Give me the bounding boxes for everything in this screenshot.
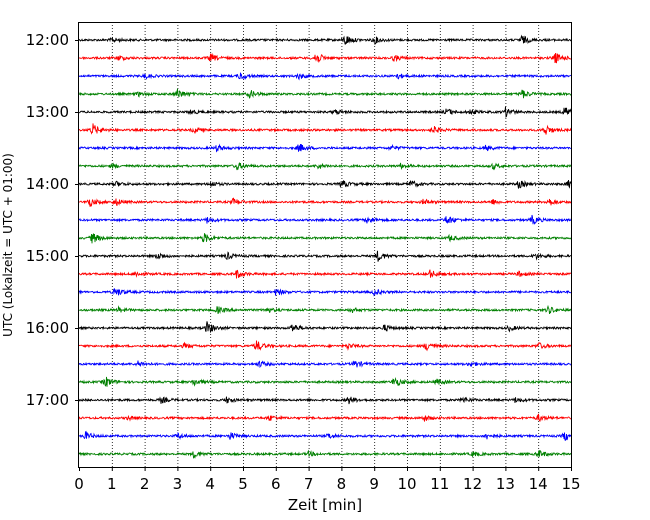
trace-1315	[78, 123, 572, 135]
y-tick-label: 17:00	[26, 391, 69, 409]
x-tick-label: 3	[173, 475, 183, 493]
x-tick-label: 10	[397, 475, 416, 493]
plot-frame	[78, 22, 572, 468]
trace-1715	[78, 413, 572, 422]
trace-1230	[78, 72, 572, 81]
y-axis: 12:00 13:00 14:00 15:00 16:00 17:00	[26, 31, 79, 409]
x-axis-label: Zeit [min]	[288, 496, 362, 514]
trace-1515	[78, 269, 572, 279]
y-tick-label: 13:00	[26, 103, 69, 121]
trace-1745	[78, 449, 572, 459]
x-tick-label: 11	[430, 475, 449, 493]
trace-1645	[78, 376, 572, 387]
x-tick-label: 0	[74, 475, 84, 493]
x-tick-label: 13	[496, 475, 515, 493]
trace-1545	[78, 304, 572, 315]
x-tick-label: 1	[107, 475, 117, 493]
x-tick-label: 12	[463, 475, 482, 493]
x-tick-label: 14	[529, 475, 548, 493]
trace-1245	[78, 88, 572, 99]
trace-1500	[78, 250, 572, 262]
y-tick-label: 15:00	[26, 247, 69, 265]
trace-1400	[78, 179, 572, 189]
x-tick-label: 9	[369, 475, 379, 493]
x-tick-label: 5	[238, 475, 248, 493]
trace-1215	[78, 52, 572, 64]
trace-1730	[78, 430, 572, 441]
trace-1600	[78, 321, 572, 334]
trace-1300	[78, 106, 572, 118]
y-axis-label: UTC (Lokalzeit = UTC + 01:00)	[1, 153, 15, 337]
trace-1345	[78, 162, 572, 171]
x-tick-label: 8	[337, 475, 347, 493]
y-tick-label: 16:00	[26, 319, 69, 337]
trace-1330	[78, 143, 572, 153]
trace-1615	[78, 340, 572, 352]
x-tick-label: 7	[304, 475, 314, 493]
trace-1530	[78, 288, 572, 297]
trace-1630	[78, 360, 572, 369]
x-tick-label: 2	[140, 475, 150, 493]
grid-lines	[111, 22, 540, 467]
trace-1415	[78, 197, 572, 207]
trace-1445	[78, 233, 572, 244]
y-tick-label: 14:00	[26, 175, 69, 193]
x-axis: 0 1 2 3 4 5 6 7 8 9 10 11 12 13 14 15	[74, 467, 581, 493]
x-tick-label: 4	[205, 475, 215, 493]
trace-1430	[78, 214, 572, 225]
y-tick-label: 12:00	[26, 31, 69, 49]
trace-1200	[78, 34, 572, 45]
x-tick-label: 15	[561, 475, 580, 493]
x-tick-label: 6	[271, 475, 281, 493]
trace-1700	[78, 396, 572, 405]
seismic-traces	[78, 34, 572, 459]
